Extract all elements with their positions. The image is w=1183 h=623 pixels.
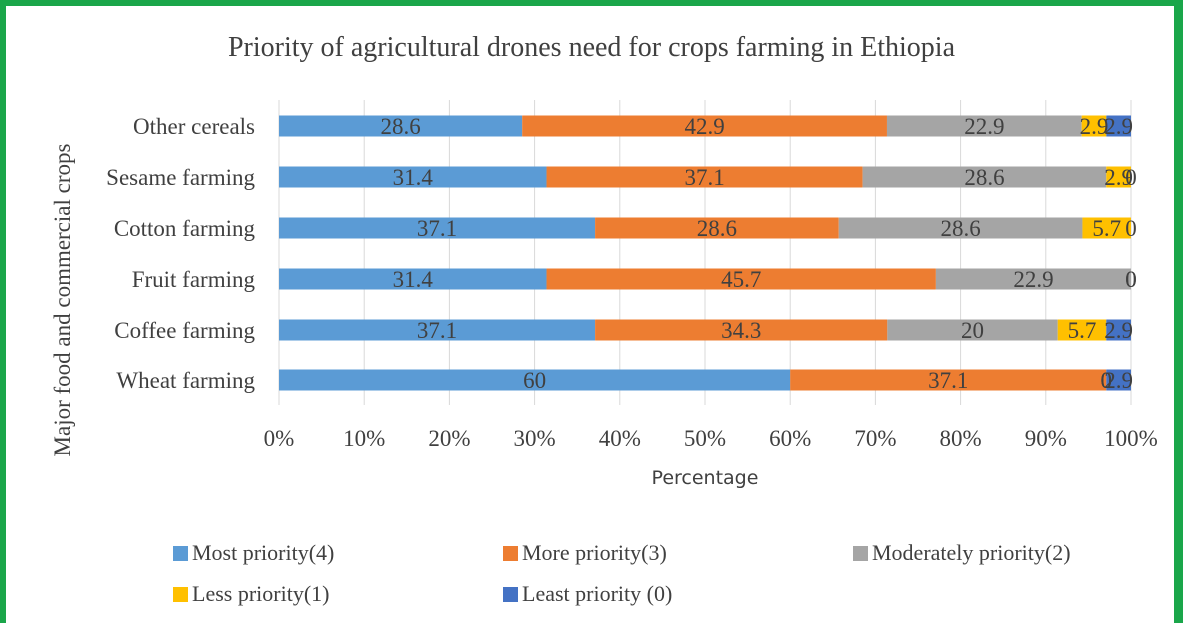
data-label: 22.9: [1013, 267, 1053, 292]
x-tick-label: 30%: [514, 426, 556, 451]
data-label: 0: [1125, 216, 1137, 241]
data-label: 0: [1125, 165, 1137, 190]
data-label: 22.9: [964, 114, 1004, 139]
data-label: 37.1: [417, 318, 457, 343]
y-axis-title: Major food and commercial crops: [50, 143, 75, 456]
chart-frame-right-edge: [1174, 0, 1183, 623]
category-label: Wheat farming: [116, 368, 255, 393]
bar-segment: [1081, 115, 1107, 137]
data-label: 0: [1125, 267, 1137, 292]
bar-segment: [838, 217, 1083, 239]
data-label: 0: [1101, 368, 1113, 393]
category-label: Other cereals: [133, 114, 255, 139]
x-tick-label: 50%: [684, 426, 726, 451]
x-tick-label: 0%: [264, 426, 295, 451]
bar-segment: [546, 166, 863, 188]
bar-segment: [1106, 369, 1131, 391]
bar-segment: [862, 166, 1107, 188]
data-label: 42.9: [684, 114, 724, 139]
data-label: 60: [523, 368, 546, 393]
bar-segment: [595, 319, 888, 341]
bar-segment: [887, 319, 1058, 341]
bar-segment: [279, 369, 791, 391]
data-label: 37.1: [928, 368, 968, 393]
bar-segment: [1082, 217, 1131, 239]
data-label: 20: [961, 318, 984, 343]
bar-segment: [1106, 115, 1131, 137]
bar-segment: [279, 217, 596, 239]
data-label: 2.9: [1104, 318, 1133, 343]
bar-segment: [595, 217, 839, 239]
bar-segment: [1106, 319, 1131, 341]
bar-segment: [546, 268, 936, 290]
data-label: 28.6: [380, 114, 420, 139]
bar-segment: [279, 115, 523, 137]
data-label: 0: [1101, 368, 1113, 393]
bar-segment: [935, 268, 1131, 290]
x-tick-label: 60%: [769, 426, 811, 451]
x-tick-label: 40%: [599, 426, 641, 451]
data-label: 37.1: [417, 216, 457, 241]
data-label: 34.3: [721, 318, 761, 343]
data-label: 31.4: [393, 267, 434, 292]
chart-title: Priority of agricultural drones need for…: [227, 32, 955, 63]
category-label: Sesame farming: [106, 165, 255, 190]
data-label: 2.9: [1104, 114, 1133, 139]
bar-segment: [1106, 166, 1131, 188]
category-label: Coffee farming: [114, 318, 255, 343]
data-label: 28.6: [940, 216, 980, 241]
data-label: 28.6: [964, 165, 1004, 190]
x-tick-label: 70%: [854, 426, 896, 451]
data-label: 2.9: [1080, 114, 1109, 139]
data-label: 31.4: [393, 165, 434, 190]
data-label: 5.7: [1092, 216, 1121, 241]
bar-segment: [279, 268, 547, 290]
category-label: Cotton farming: [114, 216, 256, 241]
x-tick-label: 20%: [428, 426, 470, 451]
data-label: 28.6: [697, 216, 737, 241]
bar-segment: [279, 166, 547, 188]
data-label: 37.1: [684, 165, 724, 190]
data-label: 45.7: [721, 267, 761, 292]
bar-segment: [886, 115, 1082, 137]
category-label: Fruit farming: [132, 267, 256, 292]
x-tick-label: 90%: [1025, 426, 1067, 451]
data-label: 2.9: [1104, 368, 1133, 393]
x-tick-label: 80%: [940, 426, 982, 451]
data-label: 2.9: [1104, 165, 1133, 190]
bar-segment: [1057, 319, 1107, 341]
x-tick-label: 100%: [1104, 426, 1158, 451]
x-axis-title: Percentage: [652, 467, 759, 489]
bar-segment: [279, 319, 596, 341]
bar-segment: [522, 115, 887, 137]
data-label: 0: [1125, 267, 1137, 292]
bar-segment: [790, 369, 1107, 391]
x-tick-label: 10%: [343, 426, 385, 451]
data-label: 5.7: [1068, 318, 1097, 343]
